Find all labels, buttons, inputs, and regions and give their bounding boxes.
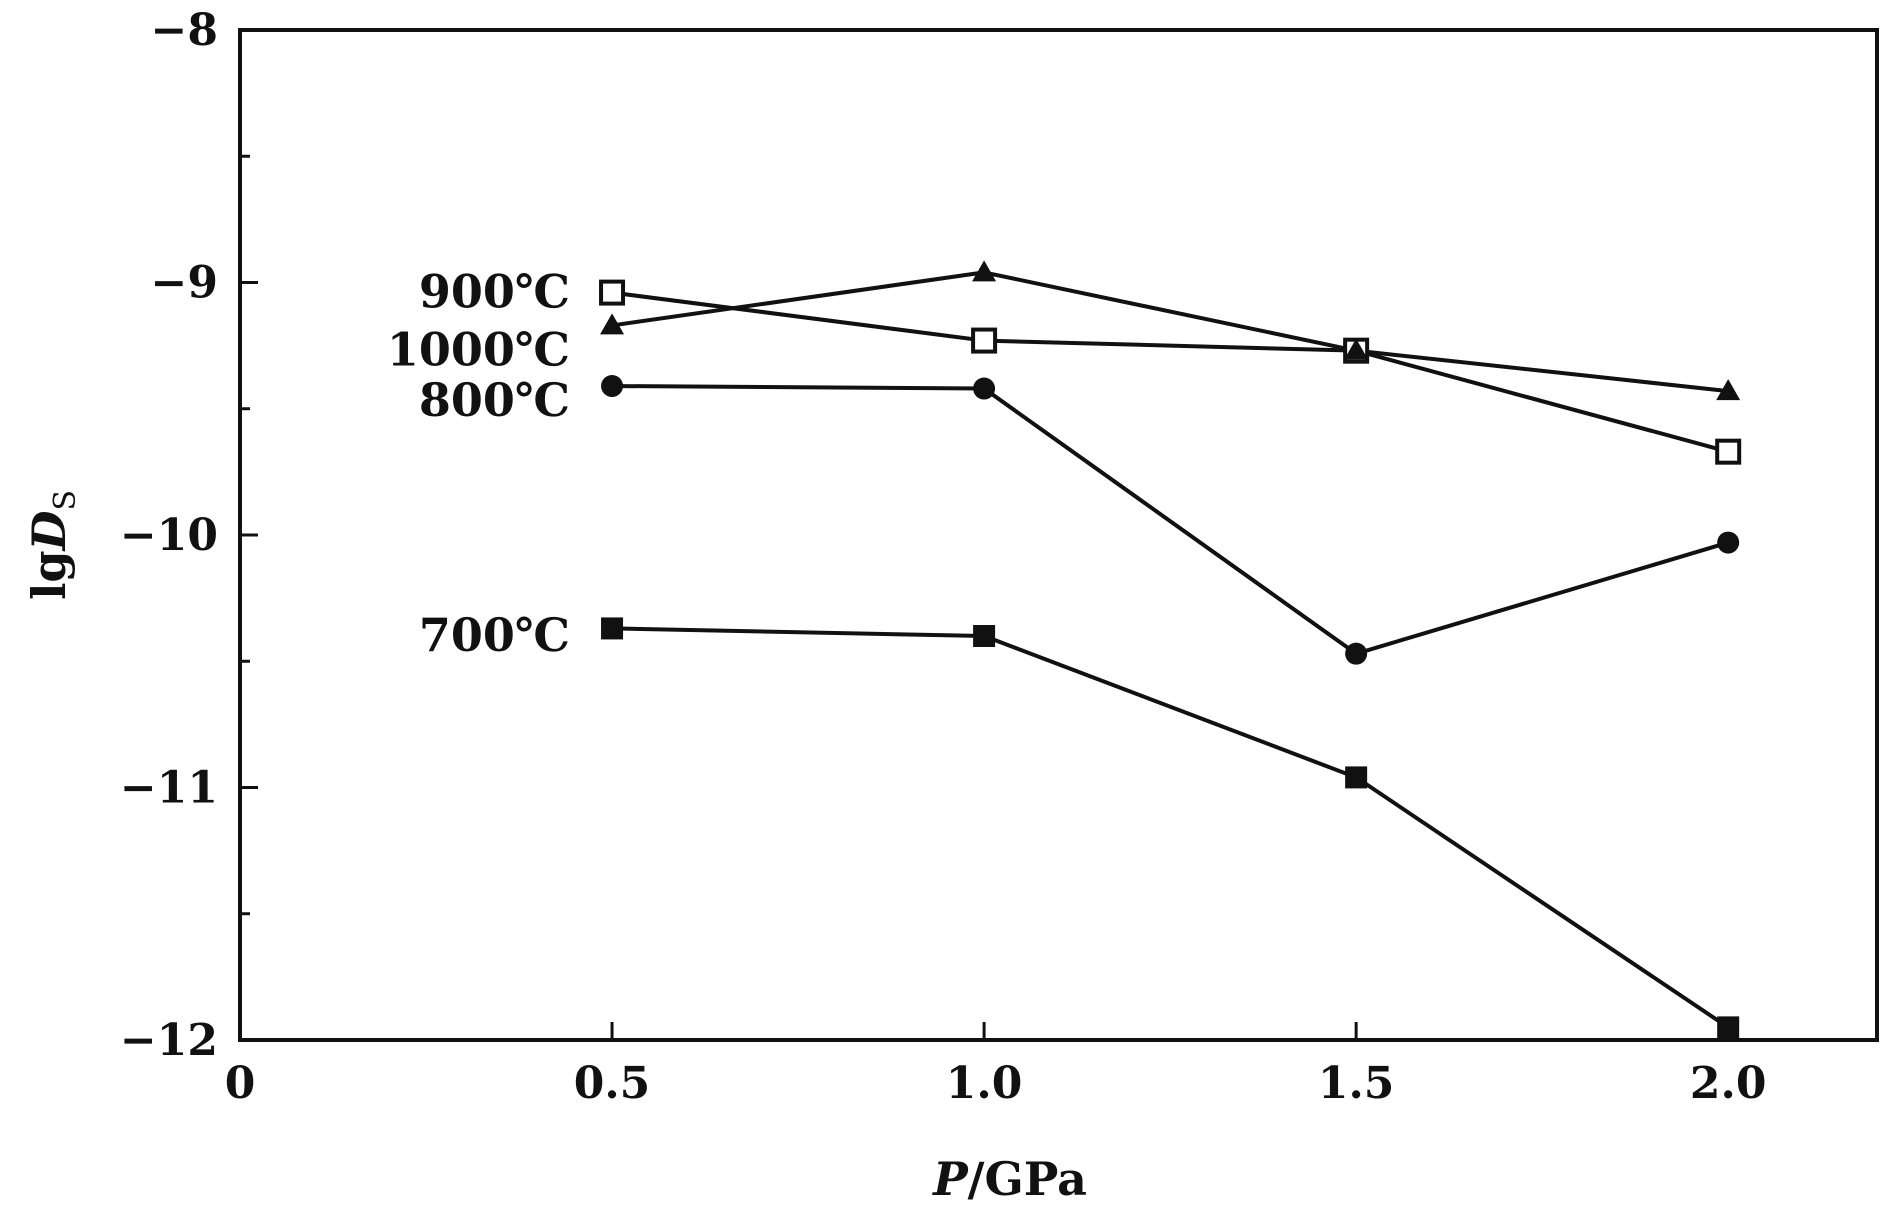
marker-filled-square: [601, 617, 624, 640]
series-label: 1000℃: [387, 323, 570, 377]
x-axis-title: P/GPa: [931, 1152, 1087, 1206]
y-tick-label: −11: [120, 763, 218, 814]
x-tick-label: 0.5: [574, 1058, 651, 1109]
series-group: [599, 260, 1742, 1039]
axis-ticks: −12 −11 −10 −9 −8 0 0.5 1.0 1.5 2.0: [120, 5, 1767, 1109]
series-label: 700℃: [419, 608, 570, 662]
x-axis-title-unit: /GPa: [968, 1152, 1087, 1206]
marker-open-square: [971, 327, 998, 354]
marker-filled-square: [1717, 1016, 1740, 1039]
y-tick-label: −12: [120, 1015, 218, 1066]
series-line: [612, 384, 1729, 656]
marker-filled-circle: [1717, 531, 1740, 554]
x-tick-label: 1.0: [946, 1058, 1023, 1109]
marker-filled-circle: [601, 375, 624, 398]
marker-open-square: [599, 279, 626, 306]
series-label: 900℃: [419, 265, 570, 319]
series-line: [612, 626, 1730, 1030]
marker-filled-triangle: [1716, 379, 1741, 401]
y-axis-title-main: lg: [22, 550, 76, 600]
marker-filled-triangle: [1344, 338, 1369, 360]
y-axis-title-sub: S: [48, 490, 83, 511]
series-line: [611, 290, 1729, 454]
marker-open-square: [1715, 438, 1742, 465]
series-label: 800℃: [419, 373, 570, 427]
y-tick-label: −9: [151, 258, 218, 309]
y-axis-title: lgDS: [22, 490, 83, 600]
marker-filled-triangle: [972, 260, 997, 282]
x-axis-title-italic: P: [931, 1152, 969, 1206]
marker-filled-circle: [1345, 642, 1368, 665]
plot-frame: [238, 28, 1879, 1042]
y-tick-label: −8: [151, 5, 218, 56]
y-tick-label: −10: [120, 510, 218, 561]
marker-filled-triangle: [600, 313, 625, 335]
x-tick-label: 1.5: [1318, 1058, 1395, 1109]
series-line: [611, 270, 1729, 394]
x-tick-label: 0: [225, 1058, 256, 1109]
y-axis-title-italic: D: [22, 510, 76, 552]
marker-filled-square: [1345, 766, 1368, 789]
x-tick-label: 2.0: [1690, 1058, 1767, 1109]
marker-filled-circle: [973, 377, 996, 400]
marker-filled-square: [973, 625, 996, 647]
